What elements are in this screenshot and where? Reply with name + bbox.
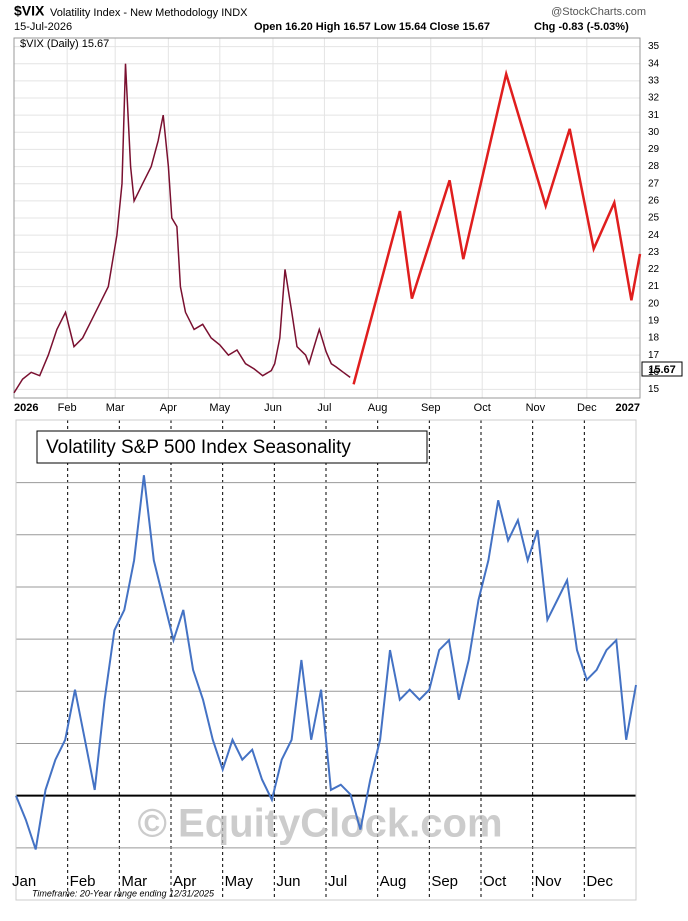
y-tick-label: 23 — [648, 247, 660, 258]
watermark: © EquityClock.com — [137, 802, 502, 846]
y-tick-label: 17 — [648, 350, 660, 361]
x-tick-label: May — [225, 873, 254, 890]
x-tick-label: Jul — [328, 873, 347, 890]
y-tick-label: 33 — [648, 75, 660, 86]
y-tick-label: 25 — [648, 213, 660, 224]
x-tick-label: Nov — [526, 402, 546, 414]
plot-frame-2 — [15, 419, 637, 901]
x-tick-label: May — [209, 402, 230, 414]
last-box — [641, 361, 683, 377]
series-line — [15, 475, 637, 850]
y-tick-label: 30 — [648, 127, 660, 138]
x-tick-label: Aug — [368, 402, 388, 414]
series-line — [352, 69, 642, 385]
series-line — [13, 63, 351, 394]
y-tick-label: 28 — [648, 161, 660, 172]
x-tick-label: Nov — [535, 873, 562, 890]
x-tick-label: Feb — [70, 873, 96, 890]
quote: Open 16.20 High 16.57 Low 15.64 Close 15… — [254, 21, 490, 33]
x-tick-label: 2026 — [14, 402, 38, 414]
title: Volatility S&P 500 Index Seasonality — [46, 437, 351, 458]
date: 15-Jul-2026 — [14, 21, 72, 33]
x-tick-label: Apr — [160, 402, 177, 414]
x-tick-label: Jun — [264, 402, 282, 414]
source: @StockCharts.com — [551, 6, 646, 18]
y-tick-label: 29 — [648, 144, 660, 155]
x-tick-label: Sep — [421, 402, 441, 414]
x-tick-label: Dec — [577, 402, 597, 414]
x-tick-label: Dec — [586, 873, 613, 890]
y-tick-label: 19 — [648, 315, 660, 326]
y-tick-label: 22 — [648, 264, 660, 275]
y-tick-label: 34 — [648, 58, 660, 69]
change: Chg -0.83 (-5.03%) — [534, 21, 629, 33]
y-tick-label: 27 — [648, 178, 660, 189]
x-tick-label: Jun — [276, 873, 300, 890]
x-tick-label: Sep — [431, 873, 458, 890]
last-label: 15.67 — [648, 364, 676, 376]
x-tick-label: Mar — [106, 402, 125, 414]
y-tick-label: 32 — [648, 93, 660, 104]
subtitle: Volatility Index - New Methodology INDX — [50, 7, 248, 19]
title-box — [36, 430, 428, 464]
x-tick-label: Jan — [12, 873, 36, 890]
x-tick-label: Mar — [121, 873, 147, 890]
y-tick-label: 35 — [648, 41, 660, 52]
plot-frame-1 — [13, 37, 641, 399]
title: $VIX — [14, 3, 45, 19]
y-tick-label: 16 — [648, 367, 660, 378]
legend: $VIX (Daily) 15.67 — [20, 38, 109, 50]
y-tick-label: 20 — [648, 298, 660, 309]
footnote: Timeframe: 20-Year range ending 12/31/20… — [32, 888, 215, 898]
x-tick-label: Feb — [58, 402, 77, 414]
y-tick-label: 18 — [648, 333, 660, 344]
y-tick-label: 15 — [648, 384, 660, 395]
y-tick-label: 26 — [648, 195, 660, 206]
y-tick-label: 21 — [648, 281, 660, 292]
x-tick-label: Apr — [173, 873, 196, 890]
x-tick-label: Jul — [317, 402, 331, 414]
y-tick-label: 31 — [648, 110, 660, 121]
y-tick-label: 24 — [648, 230, 660, 241]
x-tick-label: Aug — [380, 873, 407, 890]
x-tick-label: 2027 — [616, 402, 640, 414]
x-tick-label: Oct — [474, 402, 491, 414]
x-tick-label: Oct — [483, 873, 507, 890]
